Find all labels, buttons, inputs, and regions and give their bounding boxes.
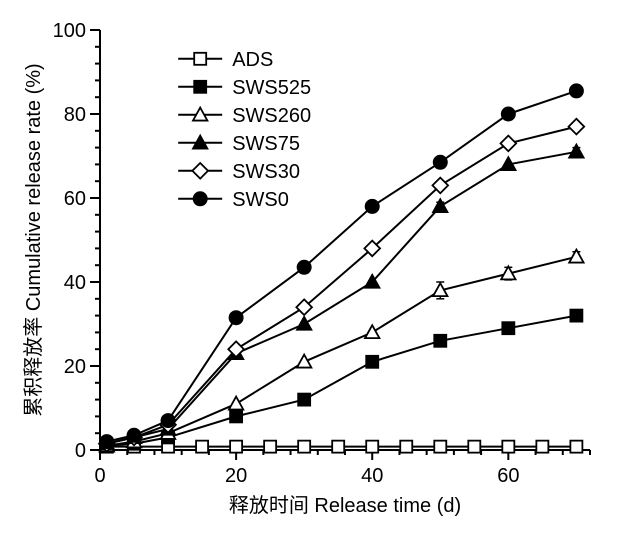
svg-text:0: 0: [75, 440, 86, 462]
svg-text:20: 20: [225, 465, 247, 487]
legend-item-SWS75: SWS75: [178, 133, 300, 155]
svg-text:80: 80: [64, 104, 86, 126]
legend-item-SWS30: SWS30: [178, 161, 300, 183]
svg-text:SWS30: SWS30: [232, 161, 300, 183]
svg-text:ADS: ADS: [232, 49, 273, 71]
svg-text:20: 20: [64, 356, 86, 378]
legend-item-ADS: ADS: [178, 49, 273, 71]
legend-item-SWS260: SWS260: [178, 105, 311, 127]
y-axis-title: 累积释放率 Cumulative release rate (%): [22, 63, 45, 416]
svg-text:0: 0: [94, 465, 105, 487]
legend-item-SWS0: SWS0: [178, 189, 289, 211]
svg-text:100: 100: [53, 20, 86, 42]
svg-text:SWS75: SWS75: [232, 133, 300, 155]
svg-text:SWS260: SWS260: [232, 105, 311, 127]
svg-text:60: 60: [64, 188, 86, 210]
series-SWS75: [100, 145, 584, 450]
x-axis-title: 释放时间 Release time (d): [229, 494, 461, 517]
legend-item-SWS525: SWS525: [178, 77, 311, 99]
svg-text:SWS525: SWS525: [232, 77, 311, 99]
svg-text:SWS0: SWS0: [232, 189, 289, 211]
chart-svg: 0 20 40 60 0 20 40 60 80 100 释放时间 Release time (d)…: [0, 0, 640, 544]
svg-text:40: 40: [64, 272, 86, 294]
svg-text:60: 60: [497, 465, 519, 487]
svg-text:40: 40: [361, 465, 383, 487]
release-rate-chart: 0 20 40 60 0 20 40 60 80 100 释放时间 Release time (d)…: [0, 0, 640, 544]
